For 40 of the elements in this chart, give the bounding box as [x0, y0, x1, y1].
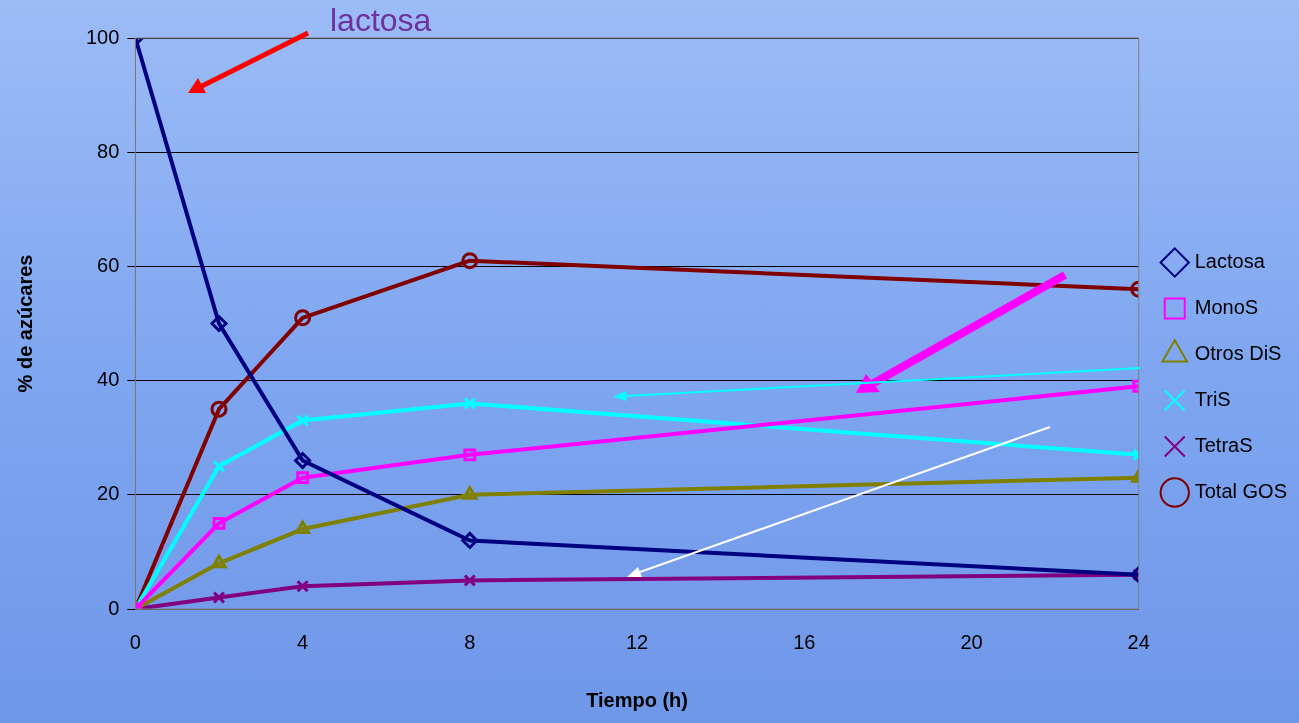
- y-axis-title: % de azúcares: [13, 254, 36, 393]
- y-tick-label: 60: [97, 253, 120, 276]
- legend-label: TriS: [1194, 388, 1231, 411]
- point: [210, 400, 228, 418]
- point: [294, 452, 312, 470]
- point: [294, 309, 312, 327]
- y-tick-label: 20: [97, 482, 120, 505]
- x-tick-label: 16: [793, 630, 816, 653]
- x-tick-label: 12: [625, 630, 649, 653]
- legend-label: TetraS: [1194, 434, 1253, 457]
- point: [212, 516, 226, 530]
- point: [296, 414, 310, 428]
- point: [462, 486, 478, 500]
- x-axis-title: Tiempo (h): [586, 688, 688, 711]
- point: [461, 531, 479, 549]
- legend-label: MonoS: [1194, 296, 1259, 319]
- x-tick-label: 0: [129, 630, 141, 653]
- point: [210, 315, 228, 332]
- legend-label: Otros DiS: [1194, 342, 1282, 365]
- point: [212, 459, 226, 473]
- point: [295, 520, 311, 535]
- y-tick-label: 80: [97, 139, 120, 162]
- x-tick-label: 8: [464, 630, 476, 653]
- legend-label: Lactosa: [1194, 250, 1266, 273]
- x-tick-label: 20: [960, 630, 983, 653]
- point: [296, 579, 310, 593]
- y-tick-label: 0: [108, 596, 120, 619]
- point: [463, 574, 477, 587]
- point: [461, 252, 479, 270]
- y-tick-label: 100: [85, 25, 120, 48]
- point: [463, 448, 477, 462]
- point: [296, 471, 310, 485]
- text: lactosa: [330, 2, 432, 39]
- x-tick-label: 4: [297, 630, 309, 653]
- y-tick-label: 40: [97, 368, 120, 391]
- legend-label: Total GOS: [1194, 480, 1288, 503]
- point: [463, 396, 477, 410]
- point: [212, 591, 226, 605]
- point: [211, 554, 227, 569]
- x-tick-label: 24: [1127, 630, 1150, 653]
